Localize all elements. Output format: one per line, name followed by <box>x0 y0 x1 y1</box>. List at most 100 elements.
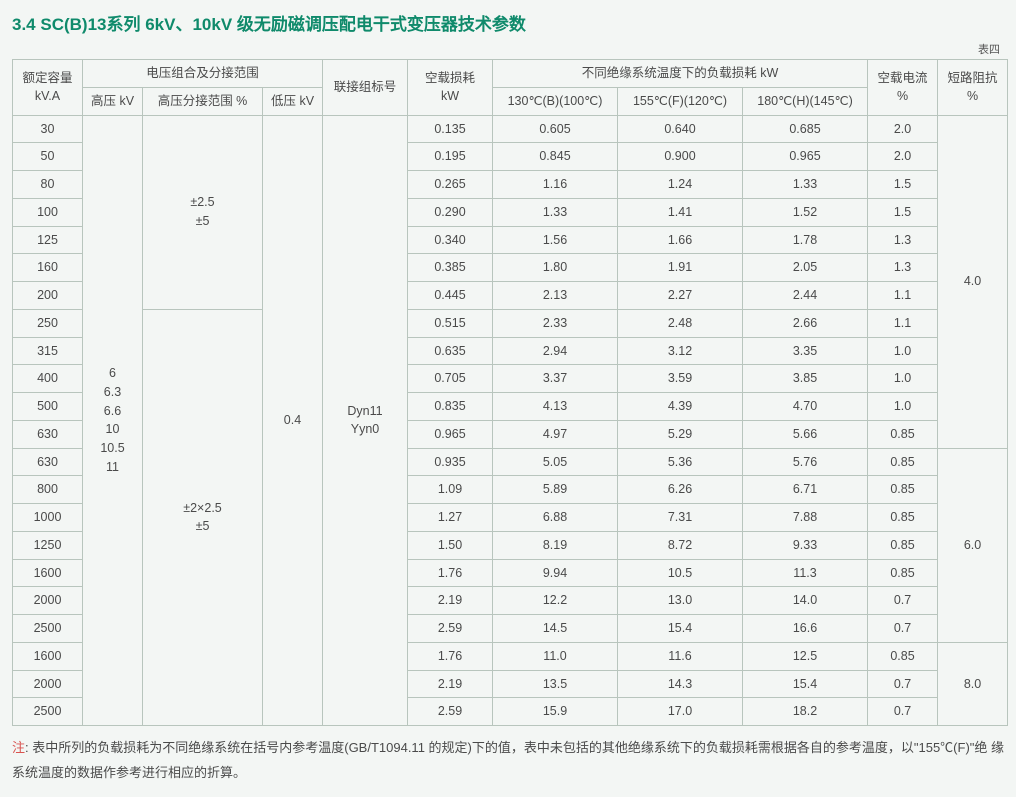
cell-nl: 0.340 <box>408 226 493 254</box>
col-ll155: 155℃(F)(120℃) <box>618 87 743 115</box>
col-impedance: 短路阻抗 % <box>938 60 1008 116</box>
col-ll180: 180℃(H)(145℃) <box>743 87 868 115</box>
cell-cap: 1250 <box>13 531 83 559</box>
cell-cap: 100 <box>13 198 83 226</box>
cell-nlc: 0.7 <box>868 615 938 643</box>
table-row: 250 ±2×2.5 ±5 0.515 2.33 2.48 2.66 1.1 <box>13 309 1008 337</box>
cell-imp2: 6.0 <box>938 448 1008 642</box>
cell-conn: Dyn11 Yyn0 <box>323 115 408 726</box>
cell-l130: 14.5 <box>493 615 618 643</box>
footnote-label: 注 <box>12 740 25 755</box>
cell-cap: 630 <box>13 420 83 448</box>
cell-l155: 4.39 <box>618 393 743 421</box>
cell-imp1: 4.0 <box>938 115 1008 448</box>
cell-cap: 2000 <box>13 670 83 698</box>
cell-cap: 1600 <box>13 559 83 587</box>
cell-nl: 0.445 <box>408 282 493 310</box>
parameters-table: 额定容量 kV.A 电压组合及分接范围 联接组标号 空载损耗 kW 不同绝缘系统… <box>12 59 1008 726</box>
cell-l155: 1.24 <box>618 171 743 199</box>
col-ll130: 130℃(B)(100℃) <box>493 87 618 115</box>
cell-cap: 125 <box>13 226 83 254</box>
cell-l180: 1.33 <box>743 171 868 199</box>
cell-l155: 15.4 <box>618 615 743 643</box>
cell-l180: 15.4 <box>743 670 868 698</box>
cell-l130: 8.19 <box>493 531 618 559</box>
table-body: 30 6 6.3 6.6 10 10.5 11 ±2.5 ±5 0.4 Dyn1… <box>13 115 1008 726</box>
cell-nlc: 0.85 <box>868 531 938 559</box>
cell-cap: 80 <box>13 171 83 199</box>
cell-cap: 400 <box>13 365 83 393</box>
cell-l130: 12.2 <box>493 587 618 615</box>
cell-cap: 2000 <box>13 587 83 615</box>
cell-nlc: 1.0 <box>868 365 938 393</box>
cell-nlc: 1.0 <box>868 393 938 421</box>
cell-nlc: 0.7 <box>868 698 938 726</box>
cell-hv: 6 6.3 6.6 10 10.5 11 <box>83 115 143 726</box>
cell-nlc: 2.0 <box>868 115 938 143</box>
cell-l155: 0.900 <box>618 143 743 171</box>
cell-nlc: 1.1 <box>868 282 938 310</box>
cell-l155: 3.59 <box>618 365 743 393</box>
cell-l155: 17.0 <box>618 698 743 726</box>
cell-cap: 1000 <box>13 504 83 532</box>
cell-nl: 1.50 <box>408 531 493 559</box>
cell-cap: 30 <box>13 115 83 143</box>
cell-l155: 14.3 <box>618 670 743 698</box>
cell-nlc: 1.0 <box>868 337 938 365</box>
cell-nlc: 1.1 <box>868 309 938 337</box>
cell-nl: 2.59 <box>408 615 493 643</box>
cell-l155: 5.29 <box>618 420 743 448</box>
cell-nlc: 0.7 <box>868 670 938 698</box>
cell-l180: 11.3 <box>743 559 868 587</box>
cell-nl: 0.935 <box>408 448 493 476</box>
section-title: 3.4 SC(B)13系列 6kV、10kV 级无励磁调压配电干式变压器技术参数 <box>12 10 1004 35</box>
cell-nl: 1.27 <box>408 504 493 532</box>
cell-l130: 5.89 <box>493 476 618 504</box>
cell-nl: 1.76 <box>408 559 493 587</box>
cell-nl: 0.290 <box>408 198 493 226</box>
cell-l155: 13.0 <box>618 587 743 615</box>
cell-nlc: 0.85 <box>868 448 938 476</box>
cell-l130: 1.16 <box>493 171 618 199</box>
cell-nl: 1.09 <box>408 476 493 504</box>
cell-nl: 0.705 <box>408 365 493 393</box>
cell-nl: 1.76 <box>408 642 493 670</box>
cell-nl: 0.635 <box>408 337 493 365</box>
col-hv: 高压 kV <box>83 87 143 115</box>
cell-tap2: ±2×2.5 ±5 <box>143 309 263 725</box>
cell-nlc: 0.85 <box>868 559 938 587</box>
cell-l155: 2.48 <box>618 309 743 337</box>
cell-nl: 0.385 <box>408 254 493 282</box>
cell-l130: 11.0 <box>493 642 618 670</box>
cell-l180: 2.66 <box>743 309 868 337</box>
col-connection: 联接组标号 <box>323 60 408 116</box>
cell-l180: 14.0 <box>743 587 868 615</box>
cell-l130: 2.94 <box>493 337 618 365</box>
cell-cap: 315 <box>13 337 83 365</box>
cell-l180: 2.44 <box>743 282 868 310</box>
cell-l130: 5.05 <box>493 448 618 476</box>
cell-nlc: 0.85 <box>868 476 938 504</box>
cell-cap: 200 <box>13 282 83 310</box>
cell-nl: 2.59 <box>408 698 493 726</box>
cell-l180: 0.685 <box>743 115 868 143</box>
cell-nlc: 2.0 <box>868 143 938 171</box>
cell-l155: 1.66 <box>618 226 743 254</box>
table-number-label: 表四 <box>12 41 1004 57</box>
table-row: 30 6 6.3 6.6 10 10.5 11 ±2.5 ±5 0.4 Dyn1… <box>13 115 1008 143</box>
cell-l155: 7.31 <box>618 504 743 532</box>
cell-cap: 160 <box>13 254 83 282</box>
cell-l180: 1.52 <box>743 198 868 226</box>
col-noload-loss: 空载损耗 kW <box>408 60 493 116</box>
cell-l180: 7.88 <box>743 504 868 532</box>
cell-nlc: 1.5 <box>868 198 938 226</box>
cell-nlc: 1.5 <box>868 171 938 199</box>
cell-nl: 0.135 <box>408 115 493 143</box>
cell-nl: 0.515 <box>408 309 493 337</box>
cell-l180: 5.66 <box>743 420 868 448</box>
col-noload-current: 空载电流 % <box>868 60 938 116</box>
col-voltage-group: 电压组合及分接范围 <box>83 60 323 88</box>
cell-l180: 16.6 <box>743 615 868 643</box>
cell-l180: 1.78 <box>743 226 868 254</box>
cell-l130: 9.94 <box>493 559 618 587</box>
